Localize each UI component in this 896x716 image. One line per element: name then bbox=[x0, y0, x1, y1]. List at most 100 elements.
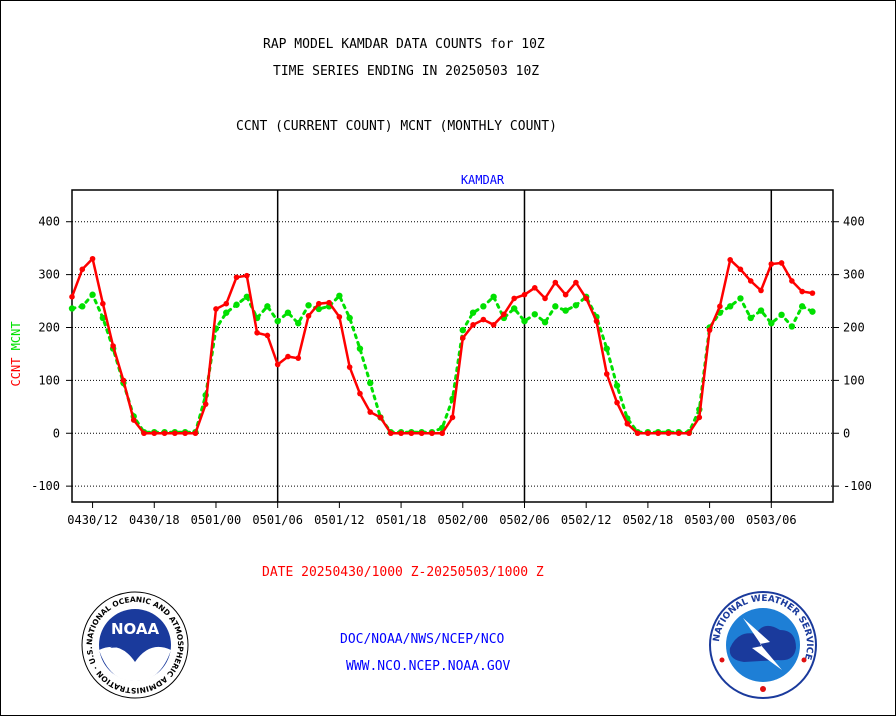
y-tick-label-right: 200 bbox=[843, 320, 865, 334]
mcnt-point bbox=[603, 345, 610, 352]
mcnt-point bbox=[490, 293, 497, 301]
ccnt-point bbox=[459, 335, 466, 341]
ccnt-point bbox=[172, 430, 178, 437]
y-tick-label-left: 200 bbox=[38, 320, 60, 334]
mcnt-point bbox=[336, 292, 343, 299]
ccnt-point bbox=[583, 295, 589, 302]
ccnt-point bbox=[675, 430, 682, 437]
ccnt-point bbox=[254, 329, 260, 336]
ccnt-point bbox=[398, 430, 404, 437]
ccnt-point bbox=[141, 430, 147, 437]
ccnt-point bbox=[645, 430, 651, 437]
url-label: WWW.NCO.NCEP.NOAA.GOV bbox=[346, 659, 511, 674]
chart-title-line-2: TIME SERIES ENDING IN 20250503 10Z bbox=[273, 64, 540, 79]
mcnt-point bbox=[541, 319, 549, 326]
mcnt-point bbox=[99, 314, 107, 322]
y-tick-label-right: 400 bbox=[843, 215, 865, 229]
x-tick-label: 0502/12 bbox=[561, 513, 612, 527]
ccnt-point bbox=[202, 401, 209, 407]
mcnt-point bbox=[459, 326, 466, 334]
mcnt-point bbox=[89, 291, 96, 298]
mcnt-point bbox=[809, 308, 816, 315]
mcnt-point bbox=[223, 309, 230, 316]
mcnt-point bbox=[367, 379, 374, 387]
ccnt-point bbox=[624, 420, 631, 427]
mcnt-point bbox=[768, 320, 775, 327]
plot-title: KAMDAR bbox=[461, 173, 505, 187]
x-tick-label: 0501/18 bbox=[376, 513, 427, 527]
ccnt-point bbox=[768, 261, 775, 267]
ccnt-point bbox=[79, 266, 86, 273]
mcnt-point bbox=[480, 303, 487, 310]
ccnt-point bbox=[418, 430, 425, 437]
ccnt-point bbox=[531, 285, 538, 291]
ccnt-point bbox=[264, 332, 271, 339]
ccnt-point bbox=[686, 430, 692, 437]
ccnt-point bbox=[747, 278, 754, 284]
chart-subtitle: CCNT (CURRENT COUNT) MCNT (MONTHLY COUNT… bbox=[236, 119, 557, 134]
ccnt-point bbox=[542, 295, 548, 302]
ccnt-point bbox=[100, 300, 106, 307]
mcnt-point bbox=[295, 320, 302, 327]
ccnt-point bbox=[233, 274, 240, 281]
ccnt-point bbox=[665, 430, 672, 437]
mcnt-point bbox=[521, 317, 528, 325]
ccnt-point bbox=[151, 430, 158, 437]
ccnt-point bbox=[316, 300, 322, 307]
ccnt-point bbox=[573, 279, 579, 286]
noaa-logo: NATIONAL OCEANIC AND ATMOSPHERIC ADMINIS… bbox=[80, 590, 189, 699]
ccnt-point bbox=[89, 255, 96, 262]
x-tick-label: 0501/06 bbox=[252, 513, 303, 527]
mcnt-point bbox=[572, 302, 580, 309]
y-tick-label-left: 300 bbox=[38, 268, 60, 282]
ccnt-point bbox=[449, 414, 456, 421]
mcnt-point bbox=[613, 382, 621, 389]
ccnt-point bbox=[336, 314, 343, 320]
ccnt-point bbox=[727, 257, 733, 263]
ccnt-point bbox=[429, 430, 435, 437]
mcnt-point bbox=[68, 305, 76, 312]
ccnt-point bbox=[192, 430, 199, 437]
x-tick-label: 0503/00 bbox=[684, 513, 735, 527]
y-tick-label-left: 0 bbox=[53, 426, 60, 440]
ccnt-point bbox=[274, 361, 281, 368]
mcnt-point bbox=[274, 317, 281, 325]
ccnt-point bbox=[490, 322, 497, 328]
ccnt-point bbox=[511, 295, 518, 302]
ccnt-point bbox=[789, 278, 795, 284]
ccnt-point bbox=[634, 430, 641, 437]
ccnt-point bbox=[285, 353, 291, 360]
y-axis-label-mcnt: MCNT bbox=[9, 321, 23, 350]
x-tick-label: 0501/12 bbox=[314, 513, 365, 527]
mcnt-point bbox=[562, 307, 569, 314]
mcnt-point bbox=[778, 311, 785, 318]
mcnt-point bbox=[531, 311, 538, 318]
mcnt-point bbox=[798, 303, 806, 310]
y-tick-label-right: 100 bbox=[843, 373, 865, 387]
ccnt-point bbox=[758, 287, 764, 294]
y-tick-label-right: 300 bbox=[843, 268, 865, 282]
ccnt-point bbox=[387, 430, 394, 437]
y-tick-label-right: -100 bbox=[843, 479, 872, 493]
ccnt-point bbox=[161, 430, 168, 437]
mcnt-point bbox=[726, 303, 734, 310]
ccnt-point bbox=[552, 279, 559, 286]
org-label: DOC/NOAA/NWS/NCEP/NCO bbox=[340, 632, 505, 647]
x-tick-label: 0501/00 bbox=[191, 513, 242, 527]
mcnt-point bbox=[356, 345, 364, 352]
ccnt-point bbox=[69, 294, 75, 300]
y-tick-label-left: 100 bbox=[38, 373, 60, 387]
ccnt-point bbox=[655, 430, 661, 437]
y-tick-label-right: 0 bbox=[843, 426, 850, 440]
ccnt-point bbox=[778, 260, 785, 266]
date-range-label: DATE 20250430/1000 Z-20250503/1000 Z bbox=[262, 565, 544, 580]
x-tick-label: 0502/18 bbox=[623, 513, 674, 527]
x-tick-label: 0430/12 bbox=[67, 513, 118, 527]
mcnt-point bbox=[79, 303, 86, 310]
ccnt-point bbox=[120, 377, 127, 384]
ccnt-point bbox=[696, 414, 703, 421]
chart-title-line-1: RAP MODEL KAMDAR DATA COUNTS for 10Z bbox=[263, 37, 545, 52]
y-tick-label-left: -100 bbox=[31, 479, 60, 493]
x-tick-label: 0502/06 bbox=[499, 513, 550, 527]
